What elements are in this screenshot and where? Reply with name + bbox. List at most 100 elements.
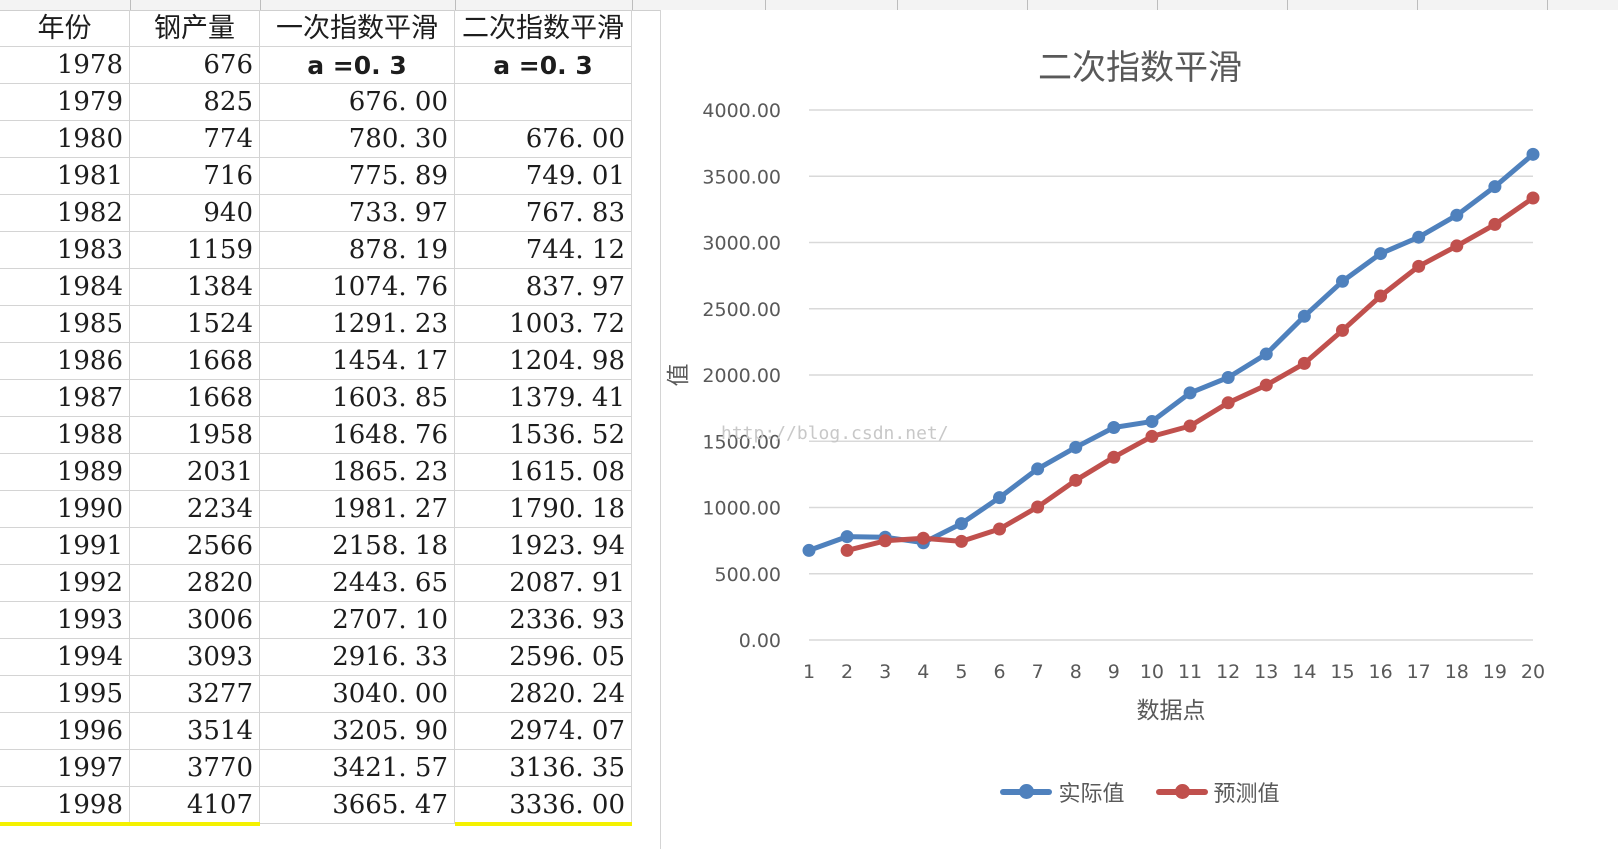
table-cell-production[interactable]: 4107 <box>130 787 260 824</box>
table-cell-double-smoothing[interactable]: 2336. 93 <box>455 602 632 639</box>
table-cell-year[interactable]: 1994 <box>0 639 130 676</box>
table-cell-double-smoothing[interactable]: 2596. 05 <box>455 639 632 676</box>
table-cell-year[interactable]: 1991 <box>0 528 130 565</box>
table-cell-production[interactable]: 940 <box>130 195 260 232</box>
table-cell-production[interactable]: 825 <box>130 84 260 121</box>
table-cell-year[interactable]: 1988 <box>0 417 130 454</box>
data-point-forecast <box>1526 191 1540 205</box>
table-cell-year[interactable]: 1989 <box>0 454 130 491</box>
table-cell-single-smoothing[interactable]: 775. 89 <box>260 158 455 195</box>
table-cell-production[interactable]: 3277 <box>130 676 260 713</box>
table-cell-year[interactable]: 1979 <box>0 84 130 121</box>
table-cell-double-smoothing[interactable]: 1003. 72 <box>455 306 632 343</box>
table-cell-single-smoothing[interactable]: 1291. 23 <box>260 306 455 343</box>
table-cell-year[interactable]: 1983 <box>0 232 130 269</box>
data-point-forecast <box>1450 239 1464 253</box>
table-cell-production[interactable]: 1668 <box>130 380 260 417</box>
table-cell-year[interactable]: 1990 <box>0 491 130 528</box>
table-cell-year[interactable]: 1982 <box>0 195 130 232</box>
chart-area[interactable]: 二次指数平滑 0.00 500.00 1000.00 1500.00 2000.00 25… <box>660 10 1618 849</box>
table-cell-year[interactable]: 1997 <box>0 750 130 787</box>
table-cell-single-smoothing[interactable]: 1603. 85 <box>260 380 455 417</box>
table-cell-single-smoothing[interactable]: 1074. 76 <box>260 269 455 306</box>
table-cell-single-smoothing[interactable]: 1454. 17 <box>260 343 455 380</box>
table-cell-single-smoothing[interactable]: 1981. 27 <box>260 491 455 528</box>
table-cell-year[interactable]: 1981 <box>0 158 130 195</box>
table-cell-year[interactable]: 1985 <box>0 306 130 343</box>
table-cell-double-smoothing[interactable]: 2087. 91 <box>455 565 632 602</box>
table-cell-year[interactable]: 1980 <box>0 121 130 158</box>
table-cell-single-smoothing[interactable]: 780. 30 <box>260 121 455 158</box>
x-tick-label: 6 <box>993 661 1005 683</box>
table-cell-production[interactable]: 1524 <box>130 306 260 343</box>
table-cell-single-smoothing[interactable]: 1865. 23 <box>260 454 455 491</box>
table-cell-double-smoothing[interactable]: 837. 97 <box>455 269 632 306</box>
table-cell-production[interactable]: 2031 <box>130 454 260 491</box>
table-cell-double-smoothing[interactable]: 749. 01 <box>455 158 632 195</box>
table-cell-production[interactable]: 1384 <box>130 269 260 306</box>
table-cell-double-smoothing[interactable] <box>455 84 632 121</box>
table-cell-production[interactable]: 1159 <box>130 232 260 269</box>
cell-1978-single-smoothing[interactable]: a =0. 3 <box>260 47 455 84</box>
header-cell-year[interactable]: 年份 <box>0 10 130 47</box>
table-cell-double-smoothing[interactable]: 3136. 35 <box>455 750 632 787</box>
table-cell-year[interactable]: 1996 <box>0 713 130 750</box>
x-axis-title: 数据点 <box>1137 698 1206 724</box>
header-cell-double-smoothing[interactable]: 二次指数平滑 <box>455 10 632 47</box>
table-cell-single-smoothing[interactable]: 878. 19 <box>260 232 455 269</box>
table-cell-production[interactable]: 716 <box>130 158 260 195</box>
table-cell-production[interactable]: 3006 <box>130 602 260 639</box>
table-cell-double-smoothing[interactable]: 2974. 07 <box>455 713 632 750</box>
table-cell-double-smoothing[interactable]: 3336. 00 <box>455 787 632 824</box>
table-cell-single-smoothing[interactable]: 733. 97 <box>260 195 455 232</box>
table-cell-production[interactable]: 1958 <box>130 417 260 454</box>
table-cell-double-smoothing[interactable]: 1615. 08 <box>455 454 632 491</box>
x-tick-label: 1 <box>803 661 815 683</box>
table-cell-year[interactable]: 1998 <box>0 787 130 824</box>
table-cell-single-smoothing[interactable]: 3421. 57 <box>260 750 455 787</box>
data-point-forecast <box>993 522 1007 536</box>
cell-1978-year[interactable]: 1978 <box>0 47 130 84</box>
table-cell-double-smoothing[interactable]: 1204. 98 <box>455 343 632 380</box>
table-cell-year[interactable]: 1995 <box>0 676 130 713</box>
table-cell-year[interactable]: 1993 <box>0 602 130 639</box>
table-cell-single-smoothing[interactable]: 676. 00 <box>260 84 455 121</box>
data-point-forecast <box>1069 473 1083 487</box>
table-cell-year[interactable]: 1992 <box>0 565 130 602</box>
table-cell-single-smoothing[interactable]: 3040. 00 <box>260 676 455 713</box>
header-cell-production[interactable]: 钢产量 <box>130 10 260 47</box>
table-cell-single-smoothing[interactable]: 2707. 10 <box>260 602 455 639</box>
data-point-forecast <box>1374 289 1388 303</box>
table-cell-double-smoothing[interactable]: 1536. 52 <box>455 417 632 454</box>
table-cell-single-smoothing[interactable]: 1648. 76 <box>260 417 455 454</box>
header-cell-single-smoothing[interactable]: 一次指数平滑 <box>260 10 455 47</box>
table-cell-year[interactable]: 1986 <box>0 343 130 380</box>
table-cell-double-smoothing[interactable]: 1790. 18 <box>455 491 632 528</box>
table-cell-double-smoothing[interactable]: 1923. 94 <box>455 528 632 565</box>
legend-label-forecast: 预测值 <box>1213 782 1280 807</box>
table-cell-production[interactable]: 3770 <box>130 750 260 787</box>
table-cell-year[interactable]: 1987 <box>0 380 130 417</box>
table-cell-double-smoothing[interactable]: 676. 00 <box>455 121 632 158</box>
table-cell-year[interactable]: 1984 <box>0 269 130 306</box>
table-cell-production[interactable]: 774 <box>130 121 260 158</box>
cell-1978-production[interactable]: 676 <box>130 47 260 84</box>
table-cell-double-smoothing[interactable]: 767. 83 <box>455 195 632 232</box>
legend-item-actual: 实际值 <box>1000 776 1125 808</box>
table-cell-production[interactable]: 2234 <box>130 491 260 528</box>
table-cell-single-smoothing[interactable]: 3665. 47 <box>260 787 455 824</box>
table-cell-single-smoothing[interactable]: 2158. 18 <box>260 528 455 565</box>
table-cell-production[interactable]: 3514 <box>130 713 260 750</box>
column-separator <box>765 0 766 10</box>
table-cell-double-smoothing[interactable]: 744. 12 <box>455 232 632 269</box>
table-cell-single-smoothing[interactable]: 2443. 65 <box>260 565 455 602</box>
table-cell-double-smoothing[interactable]: 2820. 24 <box>455 676 632 713</box>
table-cell-production[interactable]: 2566 <box>130 528 260 565</box>
table-cell-single-smoothing[interactable]: 3205. 90 <box>260 713 455 750</box>
table-cell-production[interactable]: 3093 <box>130 639 260 676</box>
table-cell-single-smoothing[interactable]: 2916. 33 <box>260 639 455 676</box>
table-cell-production[interactable]: 1668 <box>130 343 260 380</box>
table-cell-production[interactable]: 2820 <box>130 565 260 602</box>
cell-1978-double-smoothing[interactable]: a =0. 3 <box>455 47 632 84</box>
table-cell-double-smoothing[interactable]: 1379. 41 <box>455 380 632 417</box>
